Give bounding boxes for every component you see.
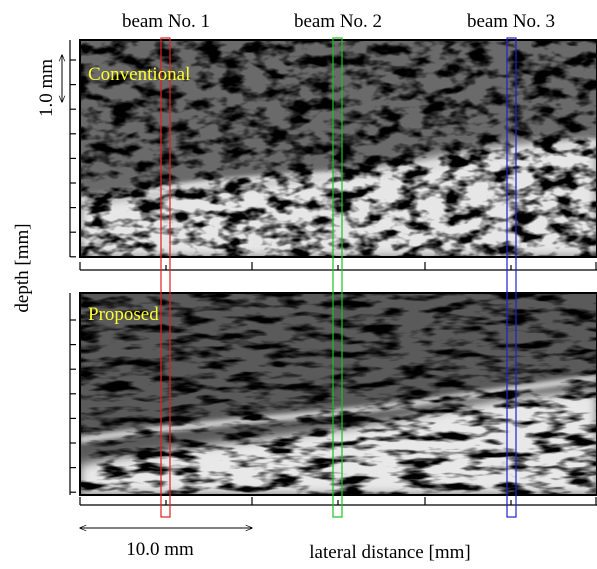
scale-bar-label: 10.0 mm <box>126 539 194 560</box>
beam-marker <box>160 37 171 518</box>
panel-frame <box>79 292 597 496</box>
proposed-image <box>80 293 597 495</box>
x-axis-label: lateral distance [mm] <box>309 542 470 563</box>
beam-label: beam No. 1 <box>122 11 210 32</box>
scale-bar-label: 1.0 mm <box>36 59 57 117</box>
beam-marker <box>506 37 517 518</box>
panel-label: Conventional <box>88 64 190 85</box>
bottom-axis <box>79 262 597 506</box>
panel-label: Proposed <box>88 304 159 325</box>
panel-frame <box>79 39 597 258</box>
left-axis <box>69 40 76 495</box>
beam-label: beam No. 3 <box>467 11 555 32</box>
beam-marker <box>332 37 343 518</box>
y-axis-label: depth [mm] <box>12 223 33 312</box>
beam-label: beam No. 2 <box>294 11 382 32</box>
